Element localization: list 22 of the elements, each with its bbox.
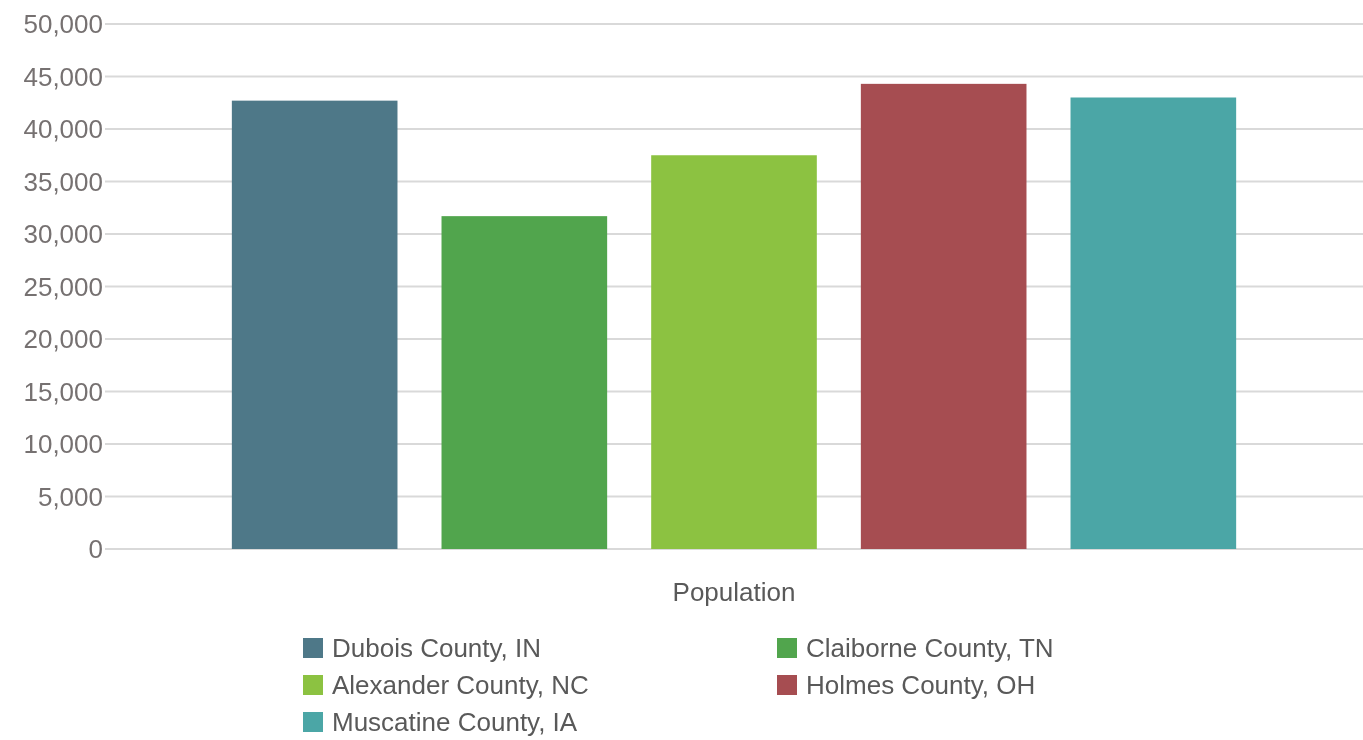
y-tick-label: 35,000 [23,166,103,197]
y-tick-label: 40,000 [23,114,103,145]
legend-label: Alexander County, NC [332,670,589,701]
bar [860,83,1027,549]
y-tick-label: 30,000 [23,219,103,250]
y-tick-label: 15,000 [23,376,103,407]
bar [441,216,608,549]
y-tick-label: 20,000 [23,324,103,355]
y-tick-label: 45,000 [23,61,103,92]
legend-label: Claiborne County, TN [806,633,1054,664]
x-tick-label: Population [672,577,796,608]
y-tick-label: 5,000 [37,481,103,512]
legend-label: Holmes County, OH [806,670,1036,701]
y-tick-label: 50,000 [23,9,103,40]
y-tick-label: 25,000 [23,271,103,302]
bar [231,100,398,549]
y-tick-label: 0 [88,534,103,565]
bar [1070,97,1237,549]
legend-label: Muscatine County, IA [332,707,578,738]
legend-label: Dubois County, IN [332,633,542,664]
bar [651,155,817,549]
y-tick-label: 10,000 [23,429,103,460]
